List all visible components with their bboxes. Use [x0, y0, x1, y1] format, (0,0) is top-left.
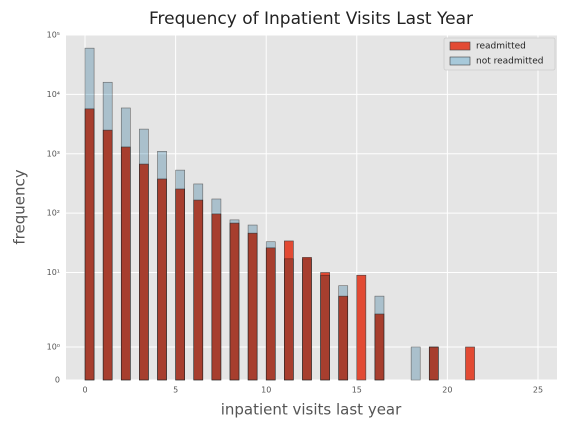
bar [428, 346, 439, 381]
bar [175, 169, 185, 381]
bar [120, 107, 131, 381]
x-tick-label: 0 [82, 386, 87, 395]
bar [229, 219, 240, 381]
chart-title: Frequency of Inpatient Visits Last Year [149, 9, 473, 29]
legend-label: readmitted [476, 42, 526, 52]
legend-swatch [449, 41, 471, 51]
x-tick-label: 5 [173, 386, 178, 395]
bar [193, 183, 204, 381]
x-tick-label: 20 [442, 386, 452, 395]
y-tick-label: 10³ [47, 149, 60, 158]
legend-swatch [449, 56, 471, 66]
bar [247, 224, 258, 381]
bar [320, 274, 330, 381]
bar [302, 258, 312, 381]
bars [84, 47, 475, 381]
bar [211, 198, 222, 381]
y-tick-label: 10¹ [47, 268, 60, 277]
y-tick-label: 10⁴ [47, 90, 60, 99]
bar [465, 346, 475, 381]
legend: readmitted not readmitted [443, 37, 556, 71]
bar [139, 128, 149, 381]
x-tick-label: 25 [533, 386, 543, 395]
y-axis-label: frequency [11, 169, 29, 244]
x-axis-label: inpatient visits last year [221, 401, 402, 419]
bar [356, 274, 367, 381]
bar [102, 81, 113, 381]
bar [338, 285, 349, 381]
y-tick-label: 0 [55, 376, 60, 385]
bar [265, 241, 276, 381]
axes: 0 10⁰ 10¹ 10² 10³ 10⁴ 10⁵ 0 5 10 15 20 25 [47, 31, 543, 395]
y-tick-label: 10⁰ [47, 343, 60, 352]
bar [284, 258, 294, 381]
x-tick-label: 15 [352, 386, 362, 395]
bar [157, 151, 167, 381]
legend-box [443, 37, 556, 71]
legend-label: not readmitted [476, 57, 543, 67]
series [84, 47, 439, 381]
y-tick-label: 10² [47, 209, 60, 218]
y-tick-label: 10⁵ [47, 31, 60, 40]
bar [374, 295, 385, 381]
bar [84, 47, 95, 381]
x-tick-label: 10 [261, 386, 271, 395]
bar [410, 346, 421, 381]
